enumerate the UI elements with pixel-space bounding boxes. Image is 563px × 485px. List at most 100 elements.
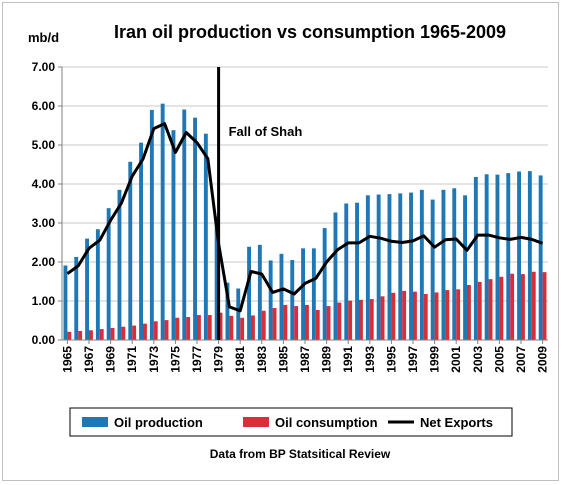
y-tick-label: 0.00	[32, 333, 56, 347]
y-tick-label: 2.00	[32, 255, 56, 269]
bar-oil-consumption	[153, 321, 158, 340]
legend-swatch-oil-production	[82, 417, 108, 427]
bar-oil-production	[473, 176, 478, 340]
line-net-exports	[66, 122, 544, 313]
bar-oil-consumption	[67, 331, 72, 340]
bar-oil-production	[257, 244, 262, 340]
x-tick-label: 1971	[125, 346, 139, 373]
bar-oil-production	[63, 265, 68, 340]
x-tick-label: 2009	[536, 346, 550, 373]
bar-oil-production	[95, 229, 100, 340]
bar-oil-production	[106, 208, 111, 340]
bar-oil-production	[322, 228, 327, 340]
bar-oil-production	[344, 203, 349, 340]
bar-oil-production	[171, 130, 176, 340]
bar-oil-production	[387, 194, 392, 340]
bar-oil-production	[268, 260, 273, 340]
legend-swatch-oil-consumption	[243, 417, 269, 427]
bar-oil-production	[290, 260, 295, 340]
bar-oil-consumption	[261, 310, 266, 340]
bar-oil-production	[225, 282, 230, 340]
bar-oil-consumption	[488, 279, 493, 340]
chart-title: Iran oil production vs consumption 1965-…	[114, 22, 506, 42]
bar-oil-consumption	[132, 325, 137, 340]
bar-oil-production	[365, 195, 370, 340]
bar-oil-consumption	[369, 299, 374, 340]
bar-oil-consumption	[240, 317, 245, 340]
x-tick-label: 2007	[514, 346, 528, 373]
y-tick-label: 5.00	[32, 138, 56, 152]
bar-oil-production	[279, 253, 284, 340]
bar-oil-production	[236, 288, 241, 340]
y-tick-label: 4.00	[32, 177, 56, 191]
bar-oil-consumption	[294, 306, 299, 340]
bar-oil-production	[463, 195, 467, 340]
x-tick-label: 1983	[255, 346, 269, 373]
bar-oil-production	[452, 188, 457, 340]
y-tick-label: 6.00	[32, 99, 56, 113]
bar-oil-consumption	[315, 309, 320, 340]
legend: Oil production Oil consumption Net Expor…	[69, 407, 513, 437]
line-series	[66, 122, 544, 313]
source-note: Data from BP Statsitical Review	[210, 447, 391, 461]
x-tick-label: 1991	[341, 346, 355, 373]
bar-oil-consumption	[477, 281, 482, 340]
bar-oil-consumption	[186, 316, 191, 340]
bar-oil-consumption	[272, 308, 277, 340]
x-tick-label: 1965	[60, 346, 74, 373]
bar-oil-production	[376, 194, 381, 340]
bar-oil-consumption	[380, 296, 385, 340]
bar-oil-production	[247, 246, 251, 340]
bar-oil-production	[355, 202, 359, 340]
x-tick-label: 1979	[212, 346, 226, 373]
bar-oil-production	[409, 192, 413, 340]
bar-oil-production	[419, 189, 424, 340]
bar-oil-production	[527, 171, 532, 340]
bar-oil-consumption	[521, 274, 525, 340]
x-tick-label: 2005	[492, 346, 506, 373]
bar-oil-production	[139, 142, 143, 340]
annotations: Fall of Shah	[217, 67, 302, 340]
bar-oil-consumption	[326, 306, 331, 340]
bar-oil-production	[441, 189, 446, 340]
bar-oil-production	[430, 199, 435, 340]
bar-oil-production	[128, 161, 133, 340]
bar-oil-consumption	[348, 300, 353, 340]
bar-oil-consumption	[283, 304, 288, 340]
bar-oil-consumption	[402, 290, 407, 340]
x-tick-label: 1977	[190, 346, 204, 373]
bar-oil-consumption	[207, 315, 212, 340]
bar-oil-consumption	[99, 329, 104, 340]
bar-oil-consumption	[499, 276, 504, 340]
bar-oil-production	[149, 109, 154, 341]
y-axis-unit-label: mb/d	[28, 30, 59, 45]
bar-oil-consumption	[337, 302, 342, 340]
x-tick-label: 1981	[233, 346, 247, 373]
bar-oil-production	[517, 171, 521, 340]
x-tick-label: 1997	[406, 346, 420, 373]
bar-oil-consumption	[391, 292, 396, 340]
bar-oil-production	[301, 248, 305, 340]
bar-oil-production	[506, 173, 511, 340]
y-axis-ticks: 0.00 1.00 2.00 3.00 4.00 5.00 6.00 7.00	[32, 60, 62, 347]
x-axis-ticks: 1965 1967 1969 1971 1973 1975 1977 1979 1981 1983…	[60, 340, 550, 373]
bar-oil-consumption	[456, 289, 461, 340]
bar-oil-consumption	[305, 304, 309, 340]
x-tick-label: 1989	[320, 346, 334, 373]
x-tick-label: 2003	[471, 346, 485, 373]
bar-oil-production	[182, 109, 187, 340]
y-tick-label: 1.00	[32, 294, 56, 308]
bar-oil-consumption	[423, 293, 428, 340]
bar-oil-consumption	[251, 315, 255, 340]
bar-oil-consumption	[445, 290, 450, 340]
bar-oil-consumption	[531, 271, 536, 340]
x-tick-label: 1999	[428, 346, 442, 373]
bar-oil-production	[398, 193, 403, 340]
bar-oil-consumption	[229, 315, 234, 340]
x-tick-label: 1993	[363, 346, 377, 373]
bar-oil-production	[74, 256, 79, 340]
legend-label-net-exports: Net Exports	[420, 415, 493, 430]
bar-oil-production	[117, 189, 122, 340]
bar-oil-production	[495, 174, 500, 340]
bar-oil-consumption	[434, 292, 439, 340]
